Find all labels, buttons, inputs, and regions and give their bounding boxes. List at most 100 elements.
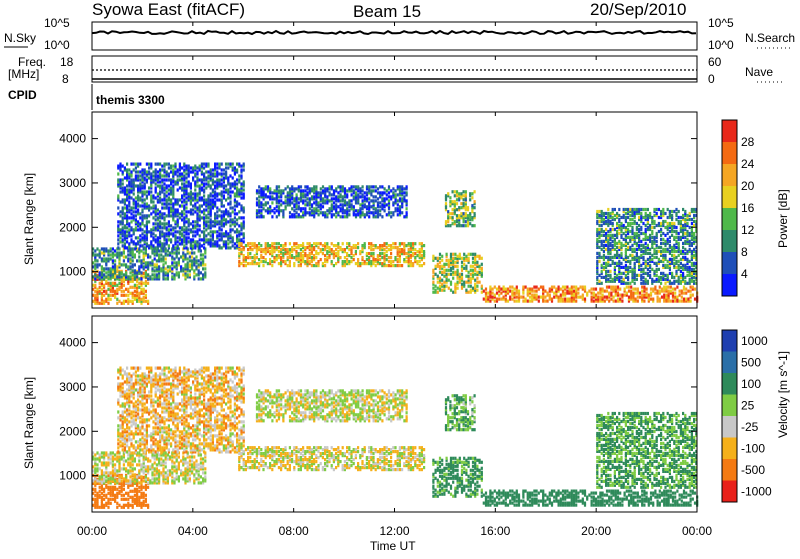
power-cell: [632, 292, 634, 295]
power-cell: [355, 244, 357, 247]
power-cell: [147, 300, 149, 303]
power-cell: [161, 230, 163, 233]
power-cell: [240, 165, 242, 168]
power-cell: [629, 260, 631, 263]
power-cell: [112, 273, 114, 276]
power-cell: [531, 288, 533, 291]
power-cell: [161, 212, 163, 215]
power-cell: [357, 258, 359, 261]
power-cell: [166, 226, 168, 229]
power-cell: [618, 218, 620, 221]
power-cell: [274, 197, 276, 200]
power-cell: [331, 260, 333, 263]
power-cell: [357, 209, 359, 212]
power-cell: [151, 277, 153, 280]
power-cell: [625, 216, 627, 219]
power-cell: [103, 257, 105, 260]
power-cell: [236, 244, 238, 247]
power-cell: [196, 198, 198, 201]
power-cell: [280, 209, 282, 212]
power-cell: [468, 285, 470, 288]
power-cell: [155, 222, 157, 225]
power-cell: [163, 242, 165, 245]
power-cell: [138, 247, 140, 250]
power-cell: [298, 197, 300, 200]
power-cell: [117, 212, 119, 215]
power-cell: [441, 271, 443, 274]
power-cell: [243, 192, 245, 195]
power-cell: [130, 170, 132, 173]
power-cell: [386, 246, 388, 249]
power-cell: [187, 273, 189, 276]
power-cell: [218, 232, 220, 235]
power-cell: [140, 288, 142, 291]
power-cell: [137, 202, 139, 205]
power-cell: [121, 290, 123, 293]
power-cell: [388, 199, 390, 202]
power-cell: [201, 216, 203, 219]
power-cell: [118, 282, 120, 285]
power-cell: [177, 178, 179, 181]
power-cell: [399, 242, 401, 245]
power-cell: [660, 250, 662, 253]
power-cell: [214, 172, 216, 175]
power-cell: [457, 287, 459, 290]
power-cell: [529, 300, 531, 303]
power-cell: [189, 269, 191, 272]
power-cell: [392, 264, 394, 267]
power-cell: [609, 256, 611, 259]
power-cell: [251, 260, 253, 263]
power-cell: [405, 252, 407, 255]
power-cell: [481, 263, 483, 266]
power-cell: [187, 261, 189, 264]
power-cell: [203, 246, 205, 249]
power-cell: [603, 262, 605, 265]
power-cell: [511, 290, 513, 293]
power-cell: [634, 232, 636, 235]
power-cell: [196, 170, 198, 173]
power-cell: [518, 290, 520, 293]
power-cell: [361, 244, 363, 247]
power-cell: [124, 186, 126, 189]
power-cell: [619, 288, 621, 291]
power-cell: [337, 250, 339, 253]
power-cell: [167, 269, 169, 272]
power-cell: [124, 224, 126, 227]
power-cell: [636, 232, 638, 235]
power-cell: [271, 264, 273, 267]
power-cell: [671, 246, 673, 249]
power-cell: [185, 210, 187, 213]
power-cell: [221, 246, 223, 249]
power-cell: [419, 260, 421, 263]
power-cell: [126, 246, 128, 249]
power-cell: [322, 205, 324, 208]
power-cell: [476, 281, 478, 284]
power-cell: [240, 248, 242, 251]
power-cell: [340, 203, 342, 206]
power-cell: [432, 291, 434, 294]
power-cell: [607, 270, 609, 273]
power-cell: [152, 226, 154, 229]
power-cell: [117, 246, 119, 249]
power-cell: [265, 193, 267, 196]
power-cell: [318, 209, 320, 212]
power-cell: [179, 212, 181, 215]
power-cell: [674, 296, 676, 299]
power-cell: [520, 296, 522, 299]
power-cell: [135, 174, 137, 177]
power-cell: [406, 185, 408, 188]
power-cell: [623, 278, 625, 281]
power-cell: [632, 288, 634, 291]
power-cell: [375, 199, 377, 202]
power-cell: [196, 228, 198, 231]
power-cell: [160, 267, 162, 270]
power-cell: [121, 271, 123, 274]
power-cell: [243, 216, 245, 219]
power-cell: [638, 228, 640, 231]
power-cell: [238, 178, 240, 181]
power-cell: [381, 252, 383, 255]
power-cell: [533, 290, 535, 293]
power-cell: [129, 265, 131, 268]
power-cell: [236, 178, 238, 181]
power-cell: [234, 242, 236, 245]
